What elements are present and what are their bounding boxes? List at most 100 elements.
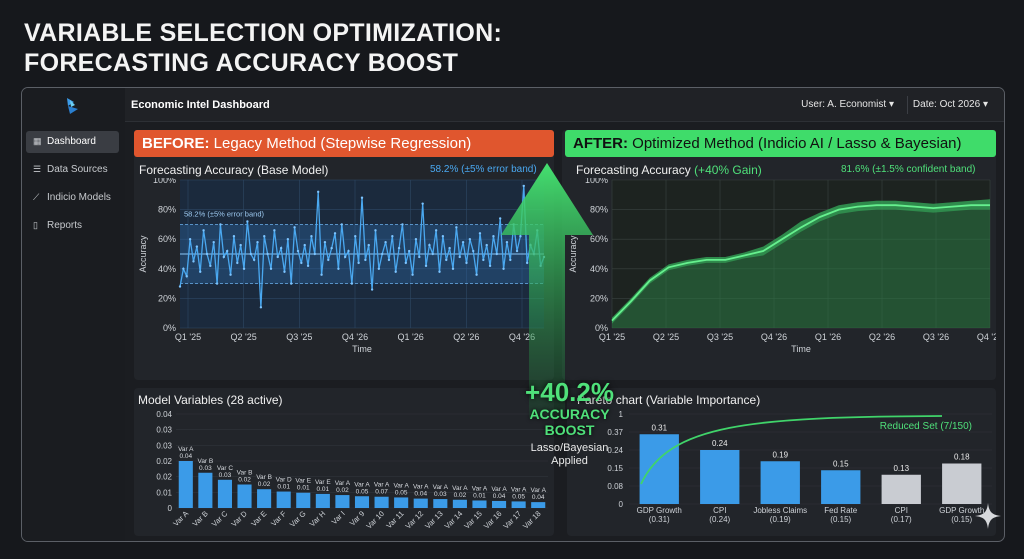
data-point [330, 246, 333, 250]
app-logo-icon [67, 98, 78, 114]
pareto-panel: Pareto chart (Variable Importance) 0 0.08… [567, 388, 996, 536]
top-bar: Economic Intel Dashboard User: A. Econom… [125, 88, 1004, 122]
y-tick-label: 0 [619, 500, 624, 509]
bar-value-label: 0.13 [893, 464, 909, 473]
data-point [357, 261, 360, 265]
x-tick-label: Var G [288, 509, 308, 529]
data-point [509, 258, 512, 262]
date-dropdown[interactable]: Date: Oct 2026 ▾ [913, 99, 988, 110]
bar [821, 470, 861, 504]
bar [413, 498, 428, 508]
bar-label-name: Var A [413, 484, 429, 491]
accuracy-series [611, 204, 990, 322]
data-point [273, 229, 276, 232]
boost-percent: +40.2% [525, 377, 614, 407]
document-icon: ▯ [33, 220, 38, 230]
after-banner-bold: AFTER: [573, 135, 628, 152]
data-point [249, 252, 252, 256]
sidebar-item-dashboard[interactable]: ▦ Dashboard [26, 131, 119, 153]
pareto-title: Pareto chart (Variable Importance) [577, 393, 761, 407]
data-point [256, 240, 259, 244]
bar-label-value: 0.03 [434, 491, 447, 498]
boost-callout: +40.2% ACCURACY BOOST Lasso/Bayesian App… [497, 378, 642, 468]
data-point [263, 235, 266, 238]
bar [942, 463, 982, 504]
bar-value-label: 0.24 [712, 439, 728, 448]
sidebar-item-reports[interactable]: ▯ Reports [26, 215, 119, 237]
bar-label-name: Var B [256, 474, 272, 481]
data-point [232, 235, 236, 238]
y-tick-label: 100% [153, 178, 176, 185]
x-axis-label: Time [352, 344, 372, 354]
user-label: User: A. Economist [801, 99, 887, 110]
y-tick-label: 0.08 [607, 482, 623, 491]
data-point [431, 252, 434, 256]
bar [492, 500, 507, 508]
data-point [360, 196, 364, 199]
data-point [482, 258, 485, 262]
x-tick-label: Var F [269, 509, 288, 528]
data-point [182, 267, 185, 270]
boost-arrow-icon [501, 163, 593, 418]
data-point [199, 270, 202, 273]
x-tick-label: (0.17) [891, 515, 912, 524]
bar [237, 484, 252, 508]
data-point [485, 243, 488, 247]
data-point [441, 235, 445, 238]
x-tick-label: Q1 '25 [175, 332, 201, 342]
x-tick-label: (0.15) [951, 515, 972, 524]
bar-label-name: Var A [472, 485, 488, 492]
bar-label-value: 0.01 [297, 485, 310, 492]
bar-label-name: Var A [178, 446, 194, 453]
data-point [205, 252, 209, 256]
data-point [316, 190, 320, 194]
bar-label-name: Var A [530, 487, 546, 494]
data-point [343, 255, 347, 259]
y-tick-label: 60% [590, 234, 608, 244]
data-point [448, 246, 451, 250]
dashboard-title: Economic Intel Dashboard [131, 99, 270, 111]
x-tick-label: CPI [895, 506, 908, 515]
after-gain-label: (+40% Gain) [694, 163, 762, 177]
user-dropdown[interactable]: User: A. Economist ▾ [801, 99, 894, 110]
bar [531, 502, 546, 508]
data-point [350, 282, 354, 285]
data-point [246, 220, 249, 223]
data-point [465, 261, 468, 265]
sidebar-item-data-sources[interactable]: ☰ Data Sources [26, 159, 119, 181]
bar-label-name: Var B [197, 458, 213, 465]
bar-label-name: Var A [511, 486, 527, 493]
data-point [219, 223, 222, 226]
data-point [495, 252, 499, 256]
data-point [401, 223, 404, 226]
bar [472, 500, 487, 508]
bar [178, 461, 193, 508]
data-point [492, 235, 495, 238]
bar-label-value: 0.05 [395, 489, 408, 496]
bar-label-value: 0.02 [258, 481, 271, 488]
data-point [384, 240, 387, 244]
x-tick-label: Fed Rate [824, 506, 857, 515]
before-banner-text: Legacy Method (Stepwise Regression) [209, 135, 472, 152]
sidebar-item-indicio-models[interactable]: ⟋ Indicio Models [26, 187, 119, 209]
x-tick-label: GDP Growth [637, 506, 682, 515]
y-tick-label: 0.03 [156, 426, 172, 435]
bar [511, 501, 526, 508]
x-tick-label: Q1 '26 [398, 332, 424, 342]
data-point [418, 255, 421, 259]
data-point [300, 261, 303, 265]
y-tick-label: 1 [619, 410, 624, 419]
sidebar-item-label: Data Sources [47, 164, 108, 175]
chevron-down-icon: ▾ [982, 99, 988, 110]
x-tick-label: Q4 '26 [509, 332, 535, 342]
bar-label-value: 0.03 [199, 465, 212, 472]
bar-value-label: 0.15 [833, 459, 849, 468]
divider [907, 96, 908, 114]
x-tick-label: Q2 '26 [869, 332, 895, 342]
y-tick-label: 0.02 [156, 473, 172, 482]
x-tick-label: Var 15 [462, 509, 484, 531]
x-tick-label: Q2 '25 [231, 332, 257, 342]
x-tick-label: CPI [713, 506, 726, 515]
bar-label-value: 0.01 [277, 484, 290, 491]
data-point [303, 243, 306, 247]
